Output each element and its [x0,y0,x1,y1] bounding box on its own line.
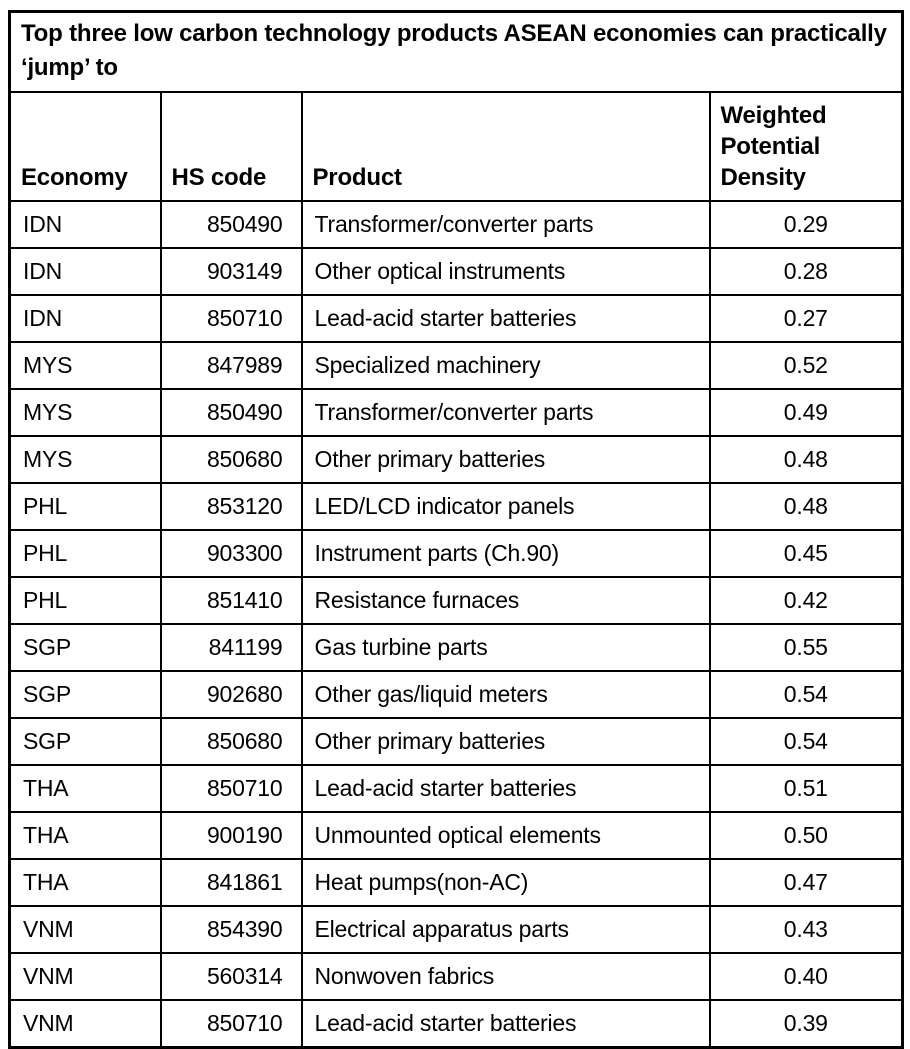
density-cell: 0.47 [708,858,904,908]
table-body: IDN 850490 Transformer/converter parts 0.29… [8,200,904,1049]
hs-code-cell: 850710 [159,999,303,1049]
table-row: VNM 560314 Nonwoven fabrics 0.40 [8,952,904,1002]
density-cell: 0.54 [708,670,904,720]
col-header-economy: Economy [8,91,162,203]
density-cell: 0.54 [708,717,904,767]
hs-code-cell: 841861 [159,858,303,908]
density-cell: 0.29 [708,200,904,250]
hs-code-cell: 903149 [159,247,303,297]
product-cell: Lead-acid starter batteries [300,764,711,814]
table-row: VNM 850710 Lead-acid starter batteries 0.39 [8,999,904,1049]
product-cell: Resistance furnaces [300,576,711,626]
density-cell: 0.52 [708,341,904,391]
economy-cell: THA [8,764,162,814]
density-cell: 0.49 [708,388,904,438]
hs-code-cell: 560314 [159,952,303,1002]
density-cell: 0.55 [708,623,904,673]
economy-cell: IDN [8,294,162,344]
hs-code-cell: 850680 [159,717,303,767]
hs-code-cell: 850710 [159,294,303,344]
product-cell: Other primary batteries [300,435,711,485]
col-header-weighted-potential-density: Weighted Potential Density [708,91,904,203]
hs-code-cell: 851410 [159,576,303,626]
density-cell: 0.48 [708,435,904,485]
header-row: Economy HS code Product Weighted Potenti… [8,91,904,203]
density-cell: 0.42 [708,576,904,626]
table-row: SGP 850680 Other primary batteries 0.54 [8,717,904,767]
table-row: SGP 841199 Gas turbine parts 0.55 [8,623,904,673]
hs-code-cell: 854390 [159,905,303,955]
hs-code-cell: 850710 [159,764,303,814]
density-cell: 0.45 [708,529,904,579]
table-row: PHL 853120 LED/LCD indicator panels 0.48 [8,482,904,532]
economy-cell: VNM [8,952,162,1002]
table-title: Top three low carbon technology products… [8,10,904,94]
hs-code-cell: 850680 [159,435,303,485]
economy-cell: THA [8,858,162,908]
density-cell: 0.48 [708,482,904,532]
density-cell: 0.27 [708,294,904,344]
economy-cell: MYS [8,388,162,438]
density-cell: 0.40 [708,952,904,1002]
economy-cell: MYS [8,341,162,391]
product-cell: Unmounted optical elements [300,811,711,861]
economy-cell: SGP [8,670,162,720]
economy-cell: VNM [8,999,162,1049]
product-cell: LED/LCD indicator panels [300,482,711,532]
hs-code-cell: 850490 [159,388,303,438]
economy-cell: IDN [8,247,162,297]
economy-cell: SGP [8,717,162,767]
table-row: IDN 903149 Other optical instruments 0.28 [8,247,904,297]
table-row: MYS 847989 Specialized machinery 0.52 [8,341,904,391]
economy-cell: VNM [8,905,162,955]
product-cell: Other primary batteries [300,717,711,767]
title-row: Top three low carbon technology products… [8,10,904,94]
product-cell: Gas turbine parts [300,623,711,673]
product-cell: Other optical instruments [300,247,711,297]
product-cell: Nonwoven fabrics [300,952,711,1002]
hs-code-cell: 841199 [159,623,303,673]
table-row: MYS 850680 Other primary batteries 0.48 [8,435,904,485]
table-row: IDN 850710 Lead-acid starter batteries 0.27 [8,294,904,344]
hs-code-cell: 900190 [159,811,303,861]
product-cell: Heat pumps(non-AC) [300,858,711,908]
product-cell: Transformer/converter parts [300,388,711,438]
table-row: SGP 902680 Other gas/liquid meters 0.54 [8,670,904,720]
product-cell: Transformer/converter parts [300,200,711,250]
density-cell: 0.50 [708,811,904,861]
table-row: THA 841861 Heat pumps(non-AC) 0.47 [8,858,904,908]
table-row: THA 850710 Lead-acid starter batteries 0.51 [8,764,904,814]
economy-cell: THA [8,811,162,861]
hs-code-cell: 902680 [159,670,303,720]
hs-code-cell: 853120 [159,482,303,532]
col-header-product: Product [300,91,711,203]
table-row: PHL 851410 Resistance furnaces 0.42 [8,576,904,626]
product-cell: Other gas/liquid meters [300,670,711,720]
density-cell: 0.39 [708,999,904,1049]
col-header-hs-code: HS code [159,91,303,203]
table-row: MYS 850490 Transformer/converter parts 0.49 [8,388,904,438]
density-cell: 0.51 [708,764,904,814]
hs-code-cell: 850490 [159,200,303,250]
economy-cell: IDN [8,200,162,250]
economy-cell: PHL [8,529,162,579]
density-cell: 0.28 [708,247,904,297]
economy-cell: PHL [8,482,162,532]
table-row: VNM 854390 Electrical apparatus parts 0.43 [8,905,904,955]
table-row: PHL 903300 Instrument parts (Ch.90) 0.45 [8,529,904,579]
product-cell: Lead-acid starter batteries [300,999,711,1049]
table-row: THA 900190 Unmounted optical elements 0.50 [8,811,904,861]
product-cell: Specialized machinery [300,341,711,391]
low-carbon-products-table: Top three low carbon technology products… [8,10,905,1049]
product-cell: Instrument parts (Ch.90) [300,529,711,579]
product-cell: Lead-acid starter batteries [300,294,711,344]
hs-code-cell: 903300 [159,529,303,579]
hs-code-cell: 847989 [159,341,303,391]
economy-cell: PHL [8,576,162,626]
table-row: IDN 850490 Transformer/converter parts 0.29 [8,200,904,250]
product-cell: Electrical apparatus parts [300,905,711,955]
economy-cell: SGP [8,623,162,673]
density-cell: 0.43 [708,905,904,955]
economy-cell: MYS [8,435,162,485]
